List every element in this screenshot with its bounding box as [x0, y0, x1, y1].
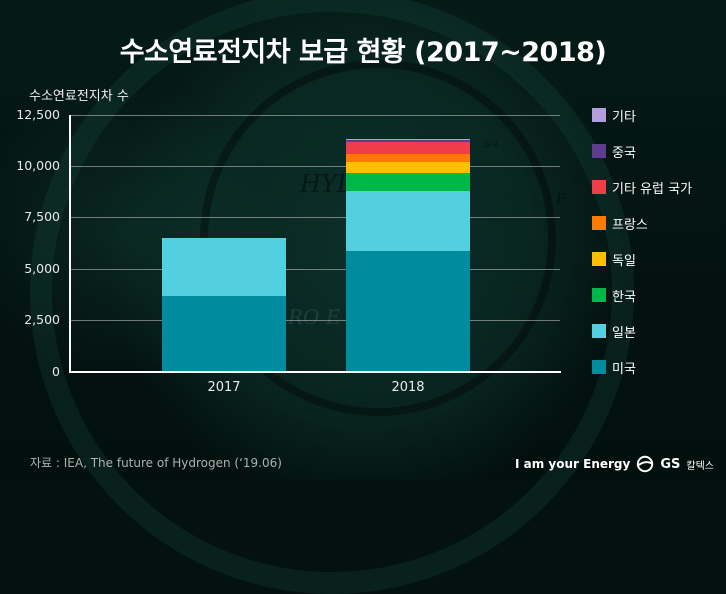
bar-segment [346, 250, 470, 372]
background-ring-inner [200, 60, 556, 416]
brand-footer: I am your Energy GS 칼텍스 [515, 455, 714, 473]
legend-item-japan: 일본 [592, 321, 636, 341]
legend-item-korea: 한국 [592, 285, 636, 305]
y-tick-5000: 5,000 [24, 261, 60, 276]
gs-caltex-logo-icon [637, 455, 654, 473]
legend-item-france: 프랑스 [592, 213, 648, 233]
y-tick-12500: 12,500 [16, 107, 60, 122]
legend-item-usa: 미국 [592, 357, 636, 377]
bar-segment [346, 138, 470, 141]
legend-label: 기타 [612, 109, 636, 125]
x-axis [69, 371, 561, 373]
watermark-gauge-34: 3/4 [484, 140, 499, 150]
legend-label: 미국 [612, 361, 636, 377]
legend-swatch [592, 252, 606, 266]
y-axis [69, 115, 71, 373]
gridline-7500 [70, 217, 560, 218]
source-citation: 자료 : IEA, The future of Hydrogen (‘19.06… [30, 456, 282, 470]
legend-swatch [592, 216, 606, 230]
chart-title: 수소연료전지차 보급 현황 (2017~2018) [119, 37, 607, 68]
gridline-5000 [70, 269, 560, 270]
legend-label: 기타 유럽 국가 [612, 181, 693, 197]
brand-gs: GS [660, 456, 681, 472]
legend-swatch [592, 144, 606, 158]
bar-segment [346, 172, 470, 192]
gridline-2500 [70, 320, 560, 321]
watermark-gauge-f: F [556, 190, 567, 208]
y-tick-0: 0 [52, 364, 60, 379]
bar-segment [346, 154, 470, 163]
bar-segment [162, 238, 286, 296]
y-tick-10000: 10,000 [16, 158, 60, 173]
legend-label: 중국 [612, 145, 636, 161]
legend-label: 일본 [612, 325, 636, 341]
bar-segment [346, 140, 470, 142]
legend-item-other-europe: 기타 유럽 국가 [592, 177, 692, 197]
bar-segment [346, 191, 470, 251]
bar-segment [346, 162, 470, 173]
gridline-12500 [70, 115, 560, 116]
legend-swatch [592, 288, 606, 302]
legend-item-germany: 독일 [592, 249, 636, 269]
legend-label: 프랑스 [612, 217, 648, 233]
y-axis-label: 수소연료전지차 수 [29, 89, 129, 104]
y-tick-2500: 2,500 [24, 312, 60, 327]
gridline-10000 [70, 166, 560, 167]
legend-label: 한국 [612, 289, 636, 305]
x-tick-2017: 2017 [207, 380, 241, 395]
x-tick-2018: 2018 [391, 380, 425, 395]
watermark-ro: RO E [288, 305, 341, 329]
legend-swatch [592, 360, 606, 374]
legend-swatch [592, 180, 606, 194]
legend-swatch [592, 324, 606, 338]
brand-slogan: I am your Energy [515, 457, 631, 471]
bar-segment [162, 295, 286, 372]
y-tick-7500: 7,500 [24, 209, 60, 224]
bar-segment [346, 141, 470, 155]
brand-caltex: 칼텍스 [686, 460, 714, 472]
legend-swatch [592, 108, 606, 122]
legend-item-other: 기타 [592, 105, 636, 125]
legend-item-china: 중국 [592, 141, 636, 161]
legend-label: 독일 [612, 253, 636, 269]
